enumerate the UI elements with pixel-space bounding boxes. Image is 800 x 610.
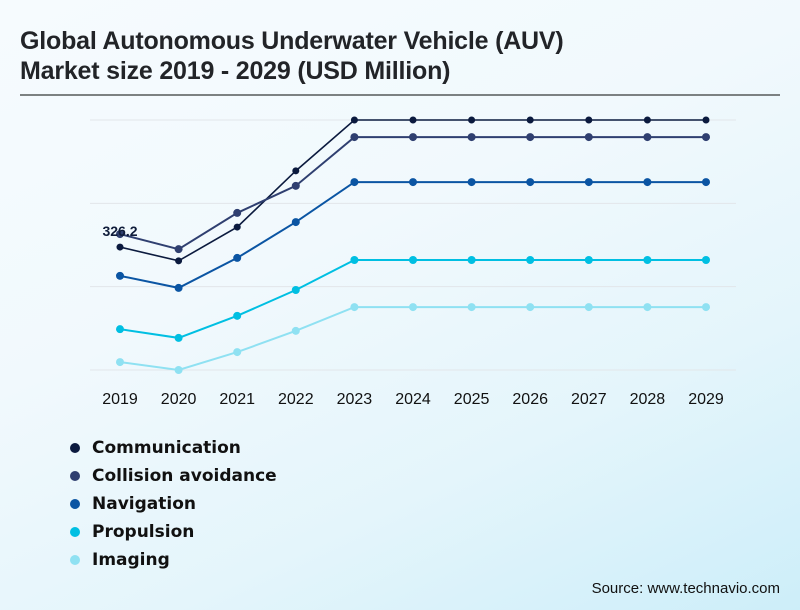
data-point-propulsion-2026 [526, 256, 535, 264]
data-point-imaging-2027 [584, 303, 593, 312]
x-tick-label: 2027 [571, 391, 607, 408]
legend-label: Imaging [92, 550, 170, 570]
legend-item-communication: Communication [70, 434, 277, 462]
x-tick-label: 2025 [454, 391, 490, 408]
data-point-propulsion-2023 [350, 256, 359, 264]
title-divider [20, 94, 780, 96]
x-tick-label: 2019 [102, 391, 138, 408]
series-line-navigation [119, 181, 706, 289]
data-point-navigation-2023 [350, 178, 359, 187]
data-point-communication-2022 [292, 167, 300, 175]
data-point-collision-avoidance-2019 [116, 230, 124, 239]
legend-marker-icon [70, 499, 80, 509]
x-tick-label: 2026 [512, 391, 548, 408]
legend-marker-icon [70, 471, 80, 481]
x-tick-label: 2021 [219, 391, 255, 408]
data-point-navigation-2024 [409, 178, 417, 187]
x-tick-label: 2029 [688, 391, 724, 408]
x-tick-label: 2023 [337, 391, 373, 408]
legend-label: Navigation [92, 494, 196, 514]
data-point-imaging-2023 [350, 303, 359, 312]
legend-marker-icon [70, 527, 80, 537]
data-point-communication-2021 [233, 223, 241, 231]
chart-title: Global Autonomous Underwater Vehicle (AU… [20, 26, 564, 86]
legend-item-imaging: Imaging [70, 546, 277, 574]
series-line-collision-avoidance [119, 136, 706, 251]
data-point-propulsion-2020 [174, 333, 183, 342]
legend-marker-icon [70, 555, 80, 565]
data-point-collision-avoidance-2023 [350, 133, 359, 142]
data-point-imaging-2025 [467, 303, 476, 312]
data-point-collision-avoidance-2027 [584, 133, 593, 142]
data-point-communication-2028 [643, 116, 651, 124]
x-tick-label: 2020 [161, 391, 197, 408]
data-point-collision-avoidance-2026 [526, 133, 535, 142]
data-point-communication-2019 [116, 243, 124, 251]
data-label: 326.2 [102, 223, 137, 239]
data-point-navigation-2029 [702, 178, 710, 187]
data-point-navigation-2020 [174, 283, 183, 292]
data-point-imaging-2024 [409, 303, 417, 312]
data-labels: 326.2 [102, 223, 137, 239]
data-point-imaging-2020 [174, 366, 183, 374]
data-point-imaging-2021 [233, 348, 242, 357]
chart-title-line-1: Global Autonomous Underwater Vehicle (AU… [20, 27, 564, 55]
data-point-communication-2029 [702, 116, 710, 124]
x-tick-label: 2024 [395, 391, 431, 408]
data-point-collision-avoidance-2021 [233, 208, 242, 217]
data-point-propulsion-2027 [584, 256, 593, 264]
data-point-collision-avoidance-2028 [643, 133, 652, 142]
data-point-imaging-2022 [291, 326, 300, 335]
legend-label: Communication [92, 438, 241, 458]
data-point-imaging-2019 [116, 358, 124, 367]
legend-item-navigation: Navigation [70, 490, 277, 518]
data-point-collision-avoidance-2022 [291, 181, 300, 190]
data-point-navigation-2026 [526, 178, 535, 187]
series-points [116, 116, 710, 374]
data-point-propulsion-2025 [467, 256, 476, 264]
data-point-propulsion-2019 [116, 325, 124, 334]
data-point-propulsion-2022 [291, 286, 300, 294]
legend-marker-icon [70, 443, 80, 453]
x-axis-tick-labels: 2019 2020 2021 2022 2023 2024 2025 2026 2027 2028… [102, 391, 724, 408]
series-line-propulsion [119, 259, 706, 339]
data-point-communication-2026 [526, 116, 534, 124]
data-point-propulsion-2028 [643, 256, 652, 264]
data-point-collision-avoidance-2020 [174, 245, 183, 254]
x-tick-label: 2028 [630, 391, 666, 408]
data-point-collision-avoidance-2029 [702, 133, 710, 142]
data-point-navigation-2019 [116, 271, 124, 280]
data-point-navigation-2021 [233, 253, 242, 262]
data-point-communication-2023 [350, 116, 358, 124]
data-point-navigation-2025 [467, 178, 476, 187]
data-point-communication-2024 [409, 116, 417, 124]
data-point-propulsion-2024 [409, 256, 417, 264]
chart-legend: Communication Collision avoidance Navigati… [70, 434, 277, 574]
data-point-navigation-2028 [643, 178, 652, 187]
series-line-imaging [119, 306, 706, 372]
data-point-navigation-2022 [291, 218, 300, 227]
data-point-imaging-2028 [643, 303, 652, 312]
legend-item-propulsion: Propulsion [70, 518, 277, 546]
data-point-propulsion-2029 [702, 256, 710, 264]
x-tick-label: 2022 [278, 391, 314, 408]
data-point-propulsion-2021 [233, 311, 242, 320]
data-point-communication-2025 [468, 116, 476, 124]
data-point-navigation-2027 [584, 178, 593, 187]
legend-label: Propulsion [92, 522, 195, 542]
data-point-communication-2020 [175, 257, 183, 265]
data-point-collision-avoidance-2025 [467, 133, 476, 142]
data-point-imaging-2026 [526, 303, 535, 312]
series-lines [119, 119, 706, 372]
source-note: Source: www.technavio.com [591, 580, 780, 597]
chart-title-line-2: Market size 2019 - 2029 (USD Million) [20, 57, 451, 85]
data-point-imaging-2029 [702, 303, 710, 312]
legend-label: Collision avoidance [92, 466, 277, 486]
legend-item-collision-avoidance: Collision avoidance [70, 462, 277, 490]
data-point-collision-avoidance-2024 [409, 133, 417, 142]
series-line-communication [119, 119, 706, 262]
data-point-communication-2027 [585, 116, 593, 124]
